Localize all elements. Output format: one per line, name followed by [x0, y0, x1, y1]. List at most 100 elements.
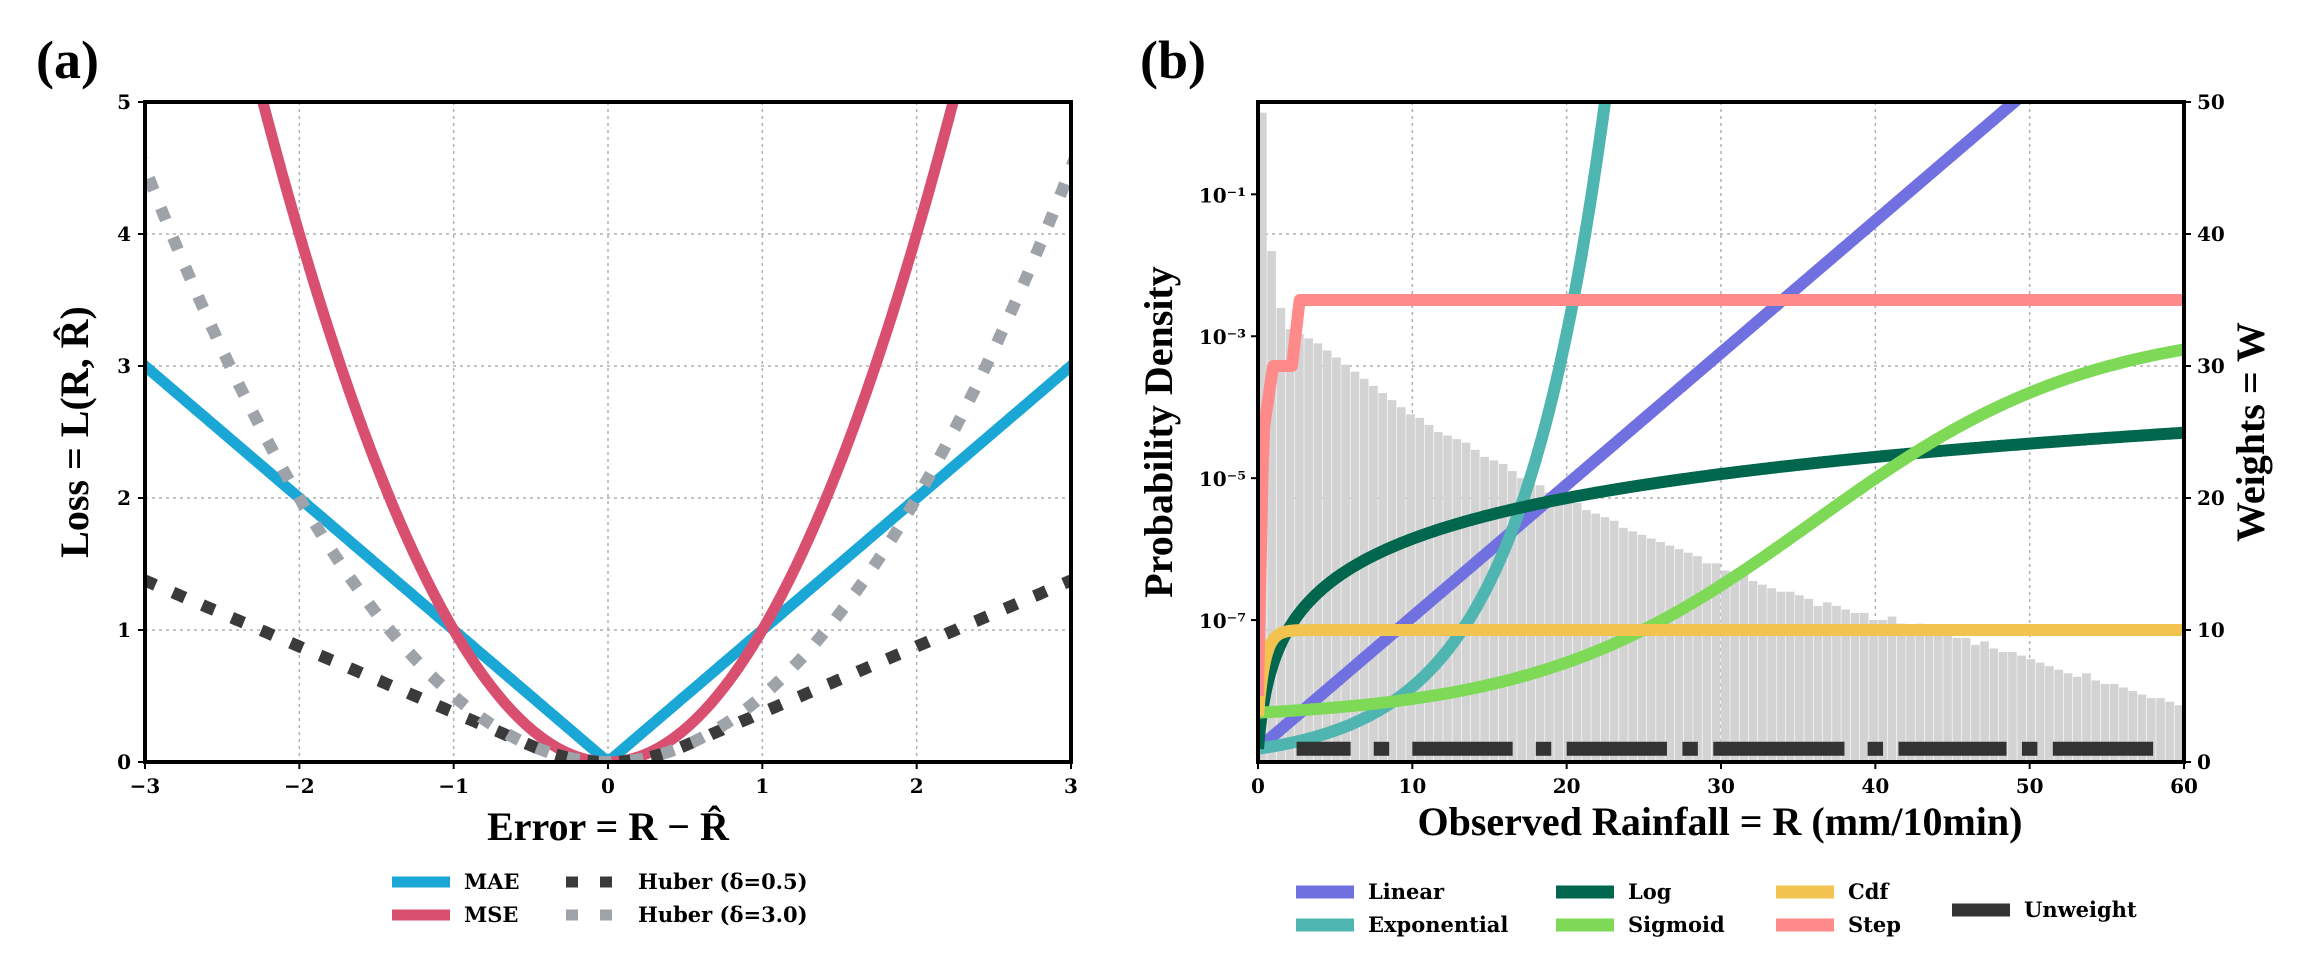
y-right-tick-label: 0 — [2197, 750, 2211, 774]
panel-b-y-label: Probability Density — [1136, 266, 1181, 598]
x-tick-label: −2 — [284, 774, 315, 798]
y-right-tick-label: 10 — [2197, 618, 2225, 642]
histogram-bar — [2137, 694, 2147, 762]
histogram-bar — [1776, 591, 1786, 762]
panel-b-chart: 0 10 20 30 40 50 60 10⁻⁷ 10⁻⁵ 10⁻³ 10⁻¹ 0 10 20 30 40 50… — [1136, 90, 2276, 937]
line-log — [1258, 426, 2184, 750]
histogram-bar — [1924, 627, 1934, 762]
histogram-bar — [1850, 612, 1860, 762]
y-left-tick-label: 10⁻⁵ — [1199, 467, 1246, 491]
histogram-bar — [1489, 460, 1499, 762]
histogram-bar — [2128, 691, 2138, 762]
histogram-bar — [1721, 570, 1730, 762]
x-tick-label: 1 — [755, 774, 769, 798]
histogram-bar — [1508, 471, 1517, 762]
histogram-bar — [1628, 531, 1638, 762]
histogram-bar — [1461, 442, 1471, 762]
legend-label: Huber (δ=3.0) — [638, 902, 808, 927]
histogram-bar — [1517, 478, 1526, 762]
histogram-bar — [1369, 385, 1378, 762]
histogram-bar — [2221, 719, 2230, 762]
y-right-tick-label: 50 — [2197, 90, 2225, 114]
panel-b-x-label: Observed Rainfall = R (mm/10min) — [1418, 799, 2023, 844]
y-tick-label: 1 — [117, 618, 131, 642]
histogram-bar — [1878, 620, 1888, 762]
histogram-bar — [2008, 652, 2017, 762]
y-left-tick-label: 10⁻¹ — [1199, 183, 1246, 207]
histogram-bar — [1396, 407, 1406, 762]
histogram-bar — [1915, 623, 1925, 762]
line-linear — [1258, 102, 2024, 754]
histogram-bar — [2165, 701, 2175, 762]
panel-a-series — [145, 102, 1071, 762]
histogram-bar — [2249, 727, 2258, 762]
histogram-bar — [1896, 623, 1906, 762]
legend-label: Unweight — [2024, 897, 2137, 922]
y-tick-label: 2 — [117, 486, 131, 510]
histogram-bar — [1480, 456, 1489, 762]
histogram-bar — [1804, 598, 1813, 762]
y-right-tick-label: 20 — [2197, 486, 2225, 510]
legend-label: Exponential — [1368, 912, 1508, 937]
histogram-bar — [1795, 595, 1804, 762]
line-mse — [257, 102, 959, 762]
histogram-bar — [1378, 393, 1388, 762]
histogram-bar — [1758, 584, 1767, 762]
histogram-bar — [2146, 698, 2156, 762]
histogram-bar — [1637, 534, 1647, 762]
line-mae — [145, 358, 1071, 762]
y-left-tick-label: 10⁻⁷ — [1199, 609, 1246, 633]
histogram-bar — [2109, 683, 2119, 762]
panel-b-ticks: 0 10 20 30 40 50 60 10⁻⁷ 10⁻⁵ 10⁻³ 10⁻¹ 0 10 20 30 40 50 — [1199, 90, 2225, 798]
histogram-bar — [1943, 634, 1952, 762]
histogram-bar — [1674, 549, 1684, 762]
histogram-bar — [1952, 637, 1962, 762]
legend-label: MSE — [464, 902, 518, 927]
x-tick-label: 30 — [1707, 774, 1735, 798]
histogram-bar — [1313, 343, 1323, 762]
histogram-bar — [2212, 712, 2221, 762]
x-tick-label: −1 — [438, 774, 469, 798]
histogram-bar — [2026, 659, 2036, 762]
panel-a-legend: MAE MSE Huber (δ=0.5) Huber (δ=3.0) — [392, 869, 808, 927]
histogram-bar — [2258, 727, 2267, 762]
histogram-bar — [1933, 630, 1943, 762]
histogram-bar — [2082, 673, 2091, 762]
histogram-bar — [2240, 712, 2249, 762]
y-tick-label: 0 — [117, 750, 131, 774]
histogram-bar — [2267, 727, 2276, 762]
histogram-bar — [1591, 513, 1601, 762]
histogram-bar — [1887, 616, 1897, 762]
histogram-bar — [2045, 666, 2054, 762]
panel-a-chart: −3 −2 −1 0 1 2 3 0 1 2 3 4 5 Error = R − R̂ Loss = L… — [52, 90, 1078, 927]
x-tick-label: 50 — [2016, 774, 2044, 798]
histogram-bar — [1869, 620, 1878, 762]
legend-label: Sigmoid — [1628, 912, 1725, 937]
histogram-bar — [1359, 378, 1369, 762]
panel-a-grid — [144, 101, 1072, 763]
histogram-bar — [1424, 424, 1434, 762]
histogram-bar — [1980, 641, 1989, 762]
line-exponential — [1258, 102, 1612, 755]
histogram-bar — [2174, 705, 2184, 762]
y-tick-label: 4 — [117, 222, 131, 246]
y-right-tick-label: 30 — [2197, 354, 2225, 378]
histogram-bar — [1813, 605, 1823, 762]
histogram-bar — [2054, 669, 2064, 762]
x-tick-label: 60 — [2170, 774, 2198, 798]
y-left-tick-label: 10⁻³ — [1199, 325, 1246, 349]
x-tick-label: 40 — [1861, 774, 1889, 798]
x-tick-label: 10 — [1398, 774, 1426, 798]
x-tick-label: 2 — [910, 774, 924, 798]
panel-b-label: (b) — [1140, 30, 1206, 90]
histogram-bar — [1387, 400, 1397, 762]
histogram-bar — [1498, 463, 1508, 762]
y-right-tick-label: 40 — [2197, 222, 2225, 246]
histogram-bar — [1702, 563, 1712, 762]
panel-a-y-label: Loss = L(R, R̂) — [52, 306, 97, 558]
histogram-bar — [1415, 417, 1425, 762]
y-tick-label: 5 — [117, 90, 131, 114]
legend-label: MAE — [464, 869, 520, 894]
histogram-bar — [1730, 573, 1739, 762]
